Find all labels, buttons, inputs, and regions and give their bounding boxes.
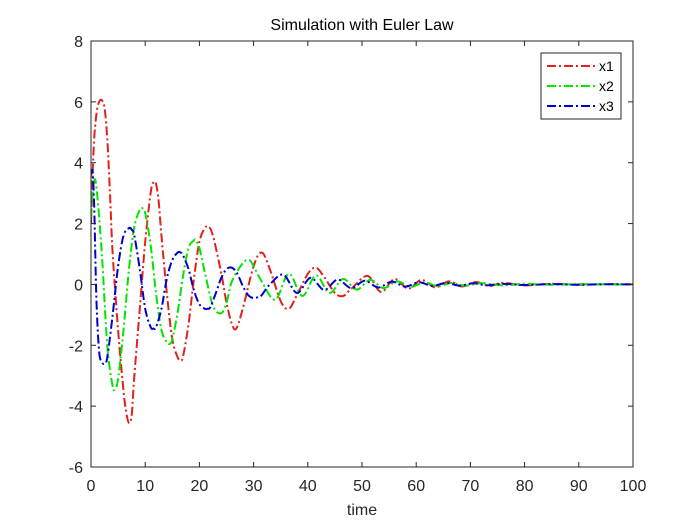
series-line-x3: [91, 168, 633, 365]
y-tick-label: 2: [74, 217, 83, 234]
y-tick-label: 0: [74, 277, 83, 294]
legend-label-x2: x2: [599, 78, 614, 94]
x-tick-label: 80: [516, 478, 534, 495]
x-tick-label: 40: [299, 478, 317, 495]
y-tick-label: 4: [74, 156, 83, 173]
x-tick-label: 100: [620, 478, 647, 495]
ticks-layer: 0 10 20 30 40 50 60 70 80 90 100 -6 -4 -2 0 2 4 6 8: [69, 34, 647, 495]
y-tick-label: 8: [74, 34, 83, 51]
y-tick-label: 6: [74, 95, 83, 112]
legend-label-x1: x1: [599, 58, 614, 74]
x-tick-label: 20: [191, 478, 209, 495]
x-tick-label: 0: [87, 478, 96, 495]
x-tick-label: 60: [407, 478, 425, 495]
x-tick-label: 30: [245, 478, 263, 495]
legend-label-x3: x3: [599, 98, 614, 114]
x-axis-title: time: [347, 502, 377, 519]
series-layer: [91, 98, 633, 425]
legend: x1 x2 x3: [540, 52, 622, 120]
x-tick-label: 90: [570, 478, 588, 495]
x-tick-label: 10: [136, 478, 154, 495]
y-tick-label: -6: [69, 460, 83, 477]
chart-title: Simulation with Euler Law: [270, 17, 454, 34]
y-tick-label: -2: [69, 338, 83, 355]
y-tick-label: -4: [69, 399, 83, 416]
x-tick-label: 50: [353, 478, 371, 495]
x-tick-label: 70: [462, 478, 480, 495]
